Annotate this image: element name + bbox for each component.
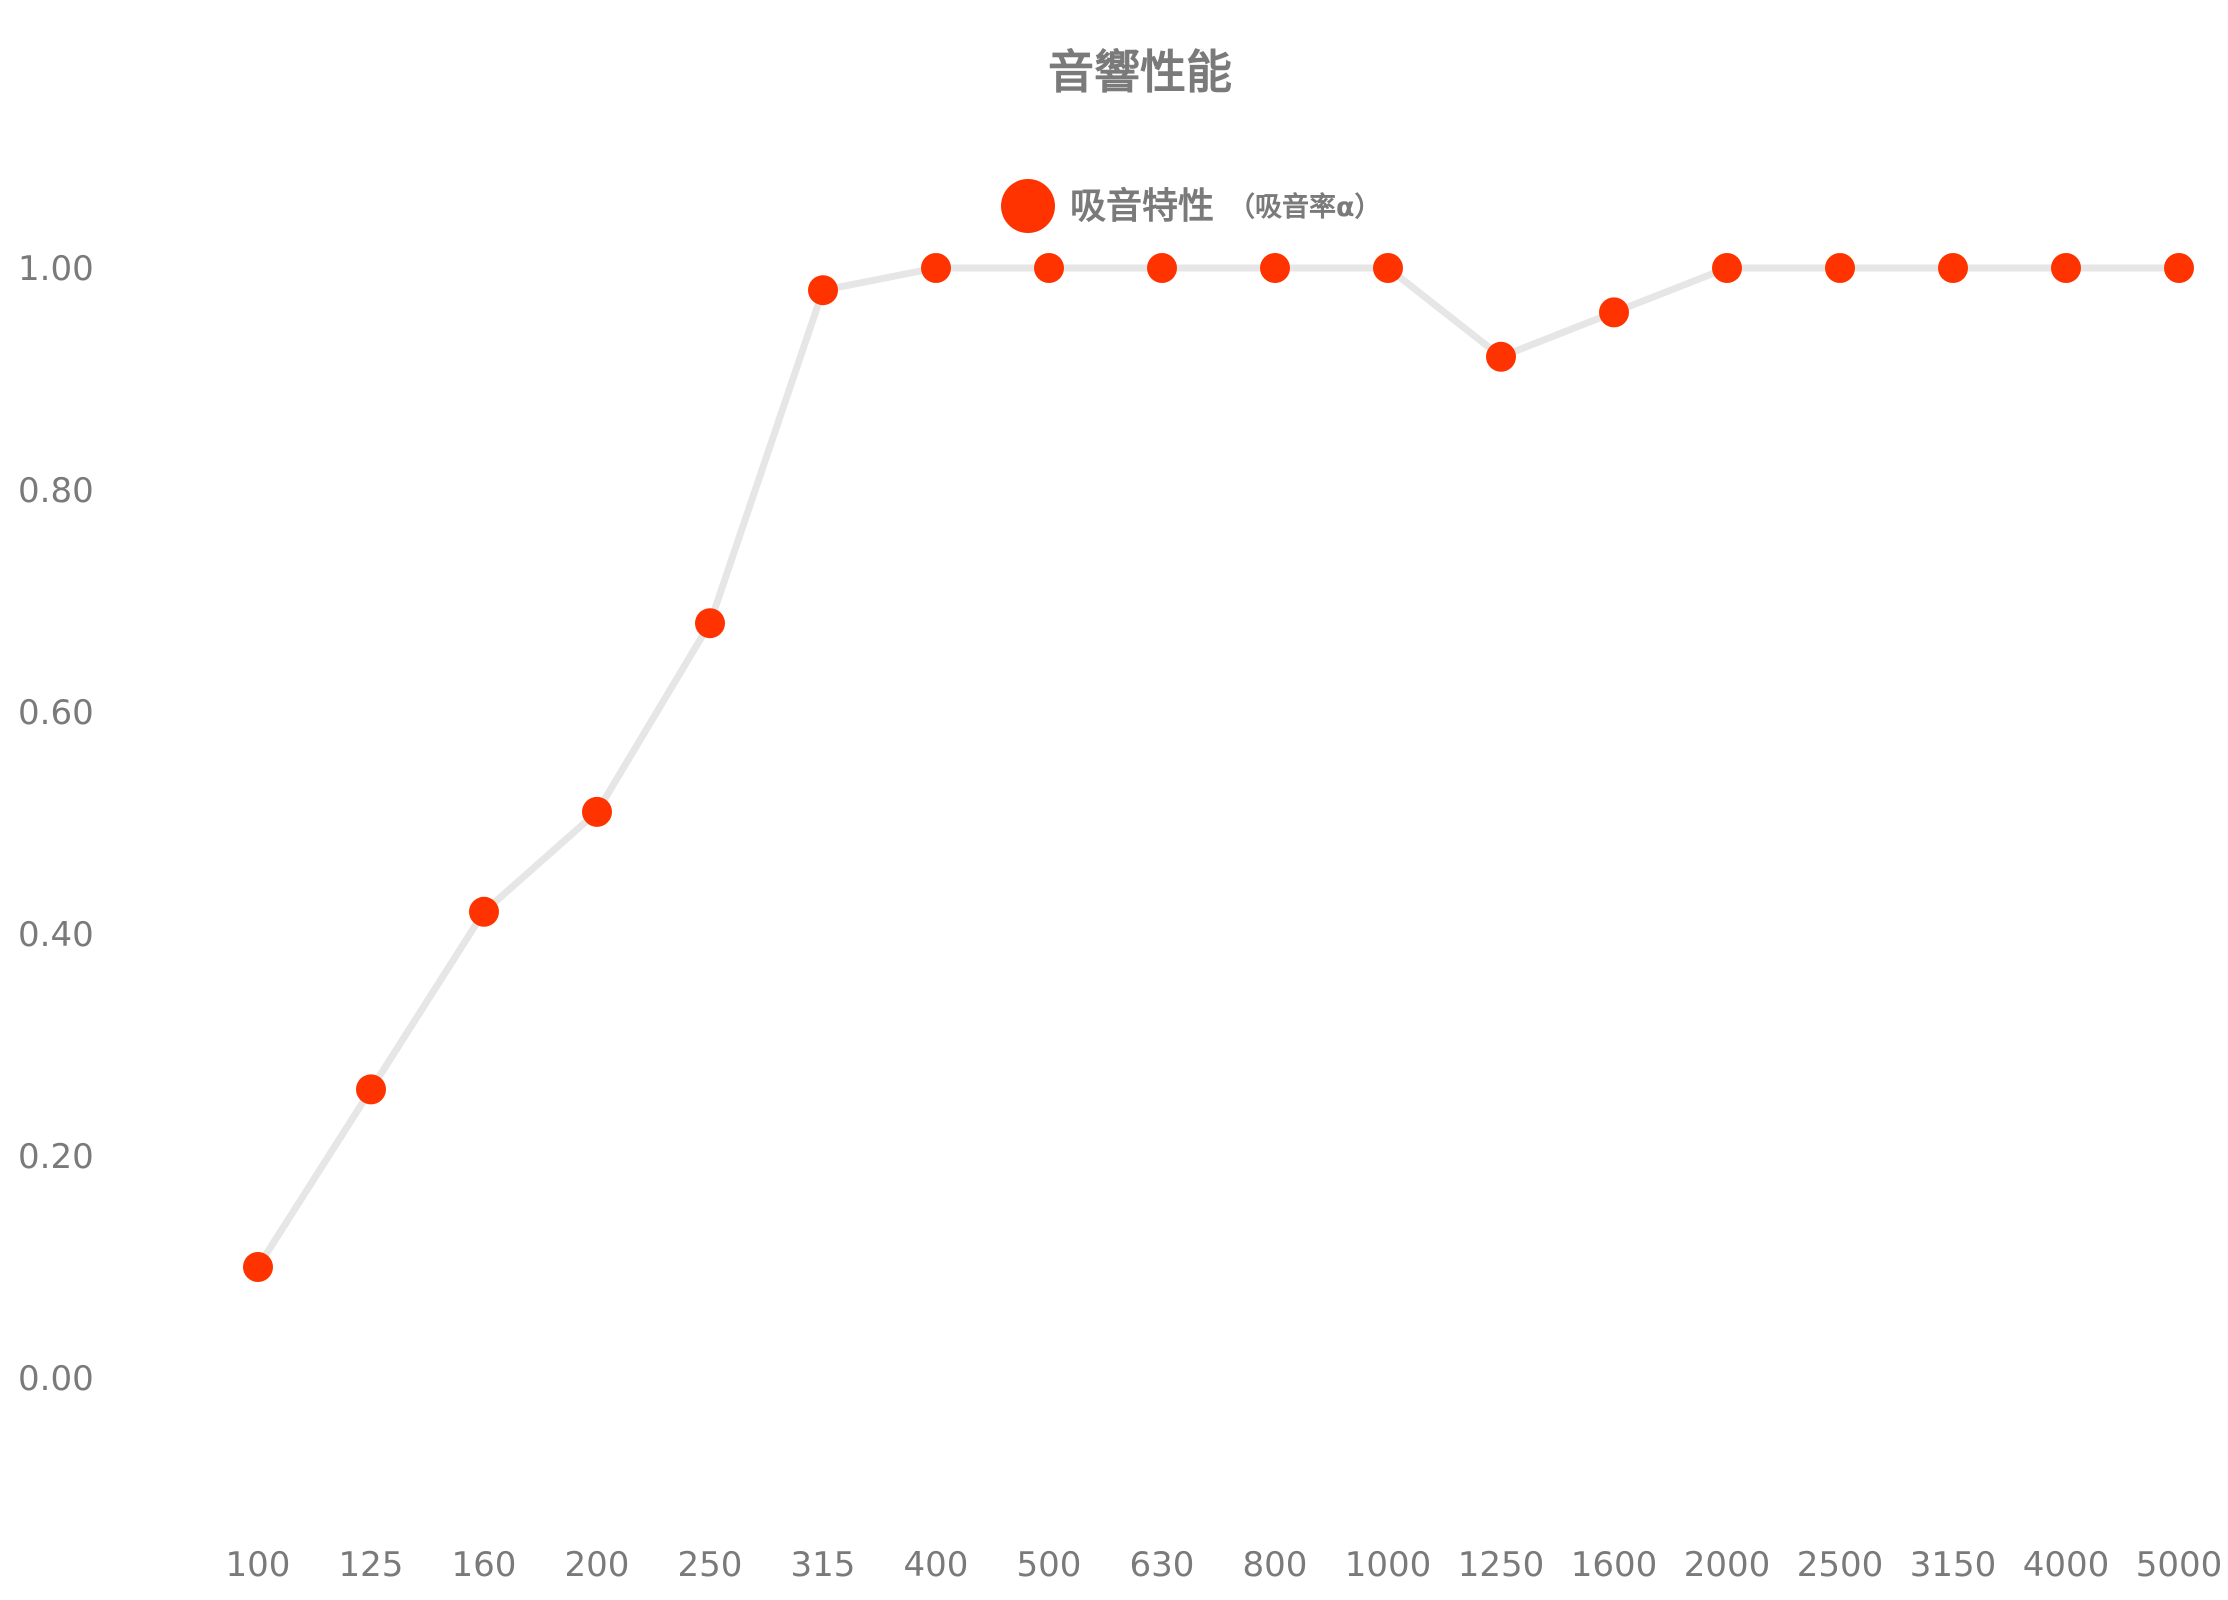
x-tick-label: 125: [339, 1545, 404, 1585]
data-point[interactable]: [1486, 341, 1516, 372]
x-tick-label: 1000: [1345, 1545, 1432, 1585]
x-tick-label: 2500: [1797, 1545, 1884, 1585]
x-tick-label: 2000: [1684, 1545, 1771, 1585]
data-point[interactable]: [1373, 253, 1403, 283]
series-line: [255, 264, 2179, 1269]
data-point[interactable]: [1825, 253, 1855, 283]
data-point[interactable]: [1147, 253, 1177, 283]
y-tick-label: 0.60: [18, 693, 94, 733]
legend-marker: [1001, 179, 1055, 233]
y-tick-label: 0.80: [18, 471, 94, 511]
data-point[interactable]: [1034, 253, 1064, 283]
data-point[interactable]: [356, 1074, 386, 1105]
data-point[interactable]: [1599, 297, 1629, 328]
x-tick-label: 400: [904, 1545, 969, 1585]
data-point[interactable]: [1260, 253, 1290, 283]
series-layer: [243, 253, 2194, 1282]
x-tick-label: 315: [791, 1545, 856, 1585]
y-axis: 0.00 0.20 0.40 0.60 0.80 1.00: [18, 249, 94, 1399]
legend[interactable]: 吸音特性 （吸音率α）: [1001, 179, 1382, 233]
data-point[interactable]: [2164, 253, 2194, 283]
x-tick-label: 100: [226, 1545, 291, 1585]
data-point[interactable]: [243, 1252, 273, 1282]
legend-sublabel: （吸音率α）: [1228, 191, 1382, 223]
x-tick-label: 5000: [2136, 1545, 2223, 1585]
data-point[interactable]: [1712, 253, 1742, 283]
data-point[interactable]: [469, 896, 499, 927]
y-tick-label: 0.00: [18, 1359, 94, 1399]
y-tick-label: 0.40: [18, 915, 94, 955]
x-tick-label: 160: [452, 1545, 517, 1585]
x-tick-label: 250: [678, 1545, 743, 1585]
data-point[interactable]: [921, 253, 951, 283]
legend-label: 吸音特性: [1070, 186, 1214, 227]
chart-title: 音響性能: [1048, 45, 1232, 99]
x-axis: 100 125 160 200 250 315 400 500 630 800 1000 1250 16…: [226, 1545, 2223, 1585]
x-tick-label: 200: [565, 1545, 630, 1585]
data-point[interactable]: [695, 608, 725, 639]
data-point[interactable]: [808, 275, 838, 306]
data-point[interactable]: [1938, 253, 1968, 283]
x-tick-label: 3150: [1910, 1545, 1997, 1585]
data-point[interactable]: [2051, 253, 2081, 283]
y-tick-label: 0.20: [18, 1137, 94, 1177]
x-tick-label: 1600: [1571, 1545, 1658, 1585]
x-tick-label: 4000: [2023, 1545, 2110, 1585]
x-tick-label: 630: [1130, 1545, 1195, 1585]
x-tick-label: 800: [1243, 1545, 1308, 1585]
data-point[interactable]: [582, 796, 612, 827]
y-tick-label: 1.00: [18, 249, 94, 289]
x-tick-label: 1250: [1458, 1545, 1545, 1585]
x-tick-label: 500: [1017, 1545, 1082, 1585]
